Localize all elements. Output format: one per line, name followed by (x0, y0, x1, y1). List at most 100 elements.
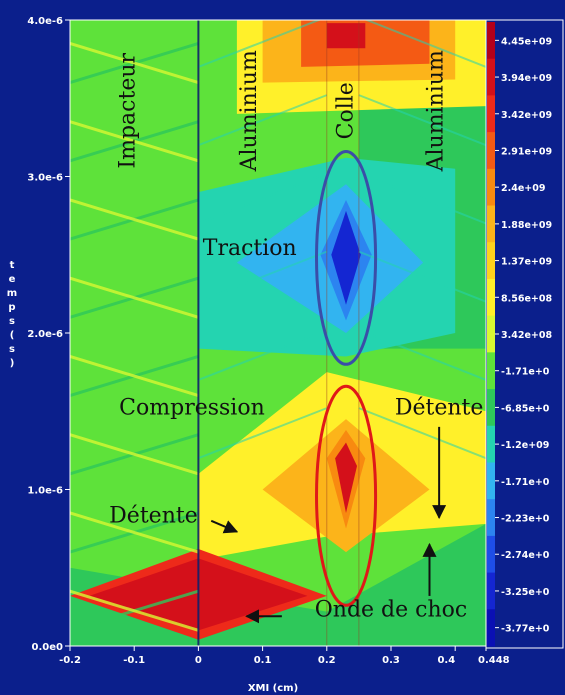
colorbar-label: 3.42e+08 (501, 330, 552, 341)
colorbar-label: -2.23e+0 (501, 514, 550, 525)
colorbar-label: -1.71e+0 (501, 477, 550, 488)
colorbar-swatch (487, 22, 495, 60)
y-tick-label: 0.0e0 (32, 642, 63, 653)
wave-line-impactor-down (70, 355, 199, 398)
colorbar-label: -1.2e+09 (501, 440, 549, 451)
x-tick-label: 0.4 (437, 655, 455, 666)
colorbar-swatch (487, 499, 495, 537)
wave-line-impactor-down (70, 120, 199, 163)
wave-line-aluminium (198, 328, 328, 381)
colorbar-swatch (487, 352, 495, 390)
wave-line-aluminium (198, 407, 328, 460)
y-axis-label-letter: m (7, 288, 17, 299)
annotation-label: Détente (109, 503, 198, 528)
wave-line-aluminium (198, 172, 328, 225)
y-axis-label-letter: s (9, 344, 15, 355)
annotations-layer: Impacteur Aluminium Colle Aluminium Traction… (109, 50, 484, 624)
colorbar-label: 4.45e+09 (501, 36, 552, 47)
colorbar-label: -1.71e+0 (501, 367, 550, 378)
y-axis: 0.0e0 1.0e-6 2.0e-6 3.0e-6 4.0e-6 (27, 16, 70, 653)
colorbar-label: 8.56e+08 (501, 293, 552, 304)
x-axis: -0.2 -0.1 0 0.1 0.2 0.3 0.4 0.448 (59, 646, 510, 666)
y-tick-label: 4.0e-6 (27, 16, 63, 27)
colorbar: 4.45e+09 3.94e+09 3.42e+09 2.91e+09 2.4e+09 1… (485, 19, 564, 649)
colorbar-swatch (487, 572, 495, 610)
x-tick-label: 0 (195, 655, 202, 666)
wave-line-impactor-down (70, 589, 199, 632)
wave-line-impactor-down (70, 276, 199, 319)
colorbar-label: 1.37e+09 (501, 257, 552, 268)
colorbar-swatch (487, 609, 495, 647)
wave-line-aluminium (358, 250, 486, 303)
x-tick-label: -0.2 (59, 655, 81, 666)
region-label: Impacteur (115, 52, 140, 168)
region-label: Colle (334, 82, 359, 139)
field-red-core (335, 442, 357, 513)
field-top-red (326, 23, 366, 49)
x-tick-label: 0.2 (318, 655, 336, 666)
y-axis-label-letter: ( (10, 330, 15, 341)
wave-line-impactor-down (70, 0, 198, 4)
wave-lines (70, 0, 486, 632)
wave-line-impactor-down (70, 42, 199, 85)
wave-line-aluminium (358, 328, 486, 381)
wave-line-aluminium (358, 172, 486, 225)
colorbar-swatch (487, 242, 495, 280)
y-axis-label-letter: t (10, 260, 15, 271)
x-axis-label: XMI (cm) (248, 683, 298, 694)
wave-line-aluminium (358, 407, 486, 460)
colorbar-swatch (487, 58, 495, 96)
wave-line-aluminium (198, 250, 328, 303)
colorbar-frame (485, 19, 564, 649)
wave-line-impactor-down (70, 433, 199, 476)
annotation-label: Traction (203, 236, 297, 261)
y-tick-label: 3.0e-6 (27, 173, 63, 184)
x-tick-label: 0.448 (478, 655, 510, 666)
wave-line-impactor-down (70, 511, 199, 554)
colorbar-label: 1.88e+09 (501, 220, 552, 231)
wave-line-impactor-down (70, 198, 199, 241)
colorbar-label: 2.4e+09 (501, 183, 545, 194)
wave-line-aluminium (358, 94, 486, 147)
colorbar-swatch (487, 389, 495, 427)
x-tick-label: 0.3 (382, 655, 400, 666)
wave-line-aluminium (364, 20, 486, 68)
annotation-label: Onde de choc (315, 597, 467, 622)
plot-area (69, 0, 487, 647)
colorbar-label: -3.77e+0 (501, 624, 550, 635)
colorbar-swatch (487, 132, 495, 170)
colorbar-swatch (487, 95, 495, 133)
colorbar-swatch (487, 205, 495, 243)
compression-zone-ellipse (315, 384, 378, 607)
colorbar-swatch (487, 425, 495, 463)
wave-line-aluminium (198, 94, 328, 147)
colorbar-swatch (487, 315, 495, 353)
y-tick-label: 2.0e-6 (27, 329, 63, 340)
colorbar-swatch (487, 278, 495, 317)
colorbar-label: -2.74e+0 (501, 550, 550, 561)
wave-line-aluminium (198, 20, 322, 68)
field-deep-blue (331, 210, 361, 305)
colorbar-label: 3.94e+09 (501, 73, 552, 84)
y-axis-label-letter: p (8, 302, 15, 313)
colorbar-swatch (487, 462, 495, 500)
colorbar-label: -6.85e+0 (501, 403, 550, 414)
x-tick-label: -0.1 (123, 655, 145, 666)
colorbar-label: 3.42e+09 (501, 110, 552, 121)
wave-line-impactor-up (70, 0, 198, 4)
colorbar-swatch (487, 168, 495, 207)
colorbar-label: -3.25e+0 (501, 587, 550, 598)
detente-arrow-left (210, 519, 239, 534)
y-tick-label: 1.0e-6 (27, 486, 63, 497)
colorbar-label: 2.91e+09 (501, 146, 552, 157)
region-label: Aluminium (423, 50, 448, 172)
annotation-label: Détente (395, 395, 484, 420)
tension-zone-ellipse (315, 149, 378, 366)
region-label: Aluminium (237, 50, 262, 172)
y-axis-label-letter: ) (10, 358, 15, 369)
y-axis-label-letter: s (9, 316, 15, 327)
x-tick-label: 0.1 (254, 655, 272, 666)
y-axis-label-letter: e (9, 274, 16, 285)
